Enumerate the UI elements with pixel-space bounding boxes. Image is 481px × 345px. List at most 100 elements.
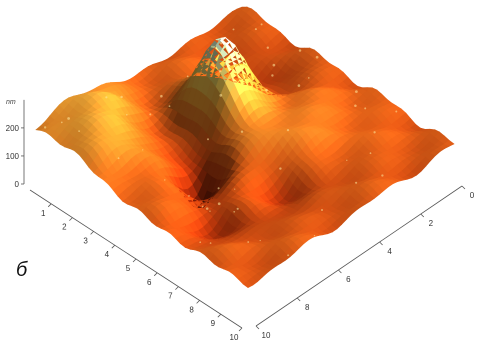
surface-speckle xyxy=(199,241,202,244)
x-tick-label: 6 xyxy=(147,278,152,287)
y-axis-tick xyxy=(338,269,342,274)
surface-speckle xyxy=(320,208,324,212)
surface-speckle xyxy=(240,130,244,133)
x-tick-label: 3 xyxy=(83,236,88,245)
surface-speckle xyxy=(105,96,108,99)
surface-speckle xyxy=(272,63,276,67)
x-tick-label: 7 xyxy=(168,292,173,301)
x-axis-tick xyxy=(90,231,94,235)
surface-speckle xyxy=(369,152,372,155)
surface-speckle xyxy=(60,121,63,124)
surface-speckle xyxy=(126,114,128,116)
surface-speckle xyxy=(254,28,257,31)
surface-speckle xyxy=(219,94,223,97)
x-axis-tick xyxy=(217,313,222,318)
y-tick-label: 10 xyxy=(262,331,271,340)
surface-speckle xyxy=(209,242,212,244)
surface-speckle xyxy=(160,94,163,98)
surface-speckle xyxy=(297,84,301,87)
surface-speckle xyxy=(207,138,209,141)
surface-speckle xyxy=(43,126,47,129)
y-axis-line xyxy=(255,185,463,327)
surface-speckle xyxy=(168,105,171,108)
surface-speckle xyxy=(188,195,190,197)
z-axis-unit: nm xyxy=(6,99,16,106)
surface-speckle xyxy=(236,207,239,210)
surface-speckle xyxy=(120,95,123,99)
surface-speckle xyxy=(313,235,316,237)
surface-speckle xyxy=(149,113,152,116)
surface-speckle xyxy=(220,42,223,45)
surface-speckle xyxy=(260,23,263,26)
surface-speckle xyxy=(218,70,222,73)
z-tick-label: 200 xyxy=(6,124,20,133)
surface-speckle xyxy=(164,179,166,181)
surface-speckle xyxy=(315,55,319,59)
panel-label: б xyxy=(16,259,28,281)
surface-speckle xyxy=(247,241,250,243)
x-axis-tick xyxy=(132,258,137,263)
surface-speckle xyxy=(265,88,268,92)
surface-speckle xyxy=(259,239,261,242)
y-tick-label: 6 xyxy=(346,275,351,284)
surface-speckle xyxy=(231,78,235,81)
z-tick-label: 100 xyxy=(6,152,20,161)
x-tick-label: 1 xyxy=(41,209,46,218)
surface-speckle xyxy=(117,157,120,160)
surface-speckle xyxy=(225,59,227,61)
x-tick-label: 8 xyxy=(189,305,194,314)
z-tick-label: 0 xyxy=(15,180,20,189)
x-axis-tick xyxy=(69,217,73,221)
y-axis-tick xyxy=(461,185,466,190)
x-tick-label: 10 xyxy=(230,333,239,340)
y-axis-tick xyxy=(255,325,260,330)
y-tick-label: 0 xyxy=(470,191,475,200)
x-axis-tick xyxy=(175,286,179,290)
x-tick-label: 5 xyxy=(126,264,131,273)
surface-speckle xyxy=(142,149,144,151)
surface-speckle xyxy=(205,207,209,210)
surface-speckle xyxy=(307,77,310,79)
y-tick-label: 8 xyxy=(305,303,310,312)
surface-speckle xyxy=(271,74,274,77)
x-axis-tick xyxy=(111,244,116,249)
surface-speckle xyxy=(232,28,235,31)
surface-speckle xyxy=(354,104,357,107)
surface-cell xyxy=(443,140,455,147)
surface-speckle xyxy=(286,128,290,132)
y-tick-label: 4 xyxy=(387,247,392,256)
surface-speckle xyxy=(395,110,398,113)
x-tick-label: 9 xyxy=(211,319,216,328)
surface-speckle xyxy=(234,188,236,190)
y-tick-label: 2 xyxy=(429,219,434,228)
surface-speckle xyxy=(381,174,384,177)
surface-speckle xyxy=(217,202,221,206)
surface-mesh xyxy=(35,6,455,289)
axes-group: 12345678910μm0246810μm0100200nm xyxy=(6,99,475,342)
y-axis-tick xyxy=(420,213,425,218)
surface-speckle xyxy=(364,107,367,110)
x-axis-tick xyxy=(196,300,200,304)
surface-speckle xyxy=(217,187,220,190)
surface-speckle xyxy=(242,56,244,58)
x-axis-tick xyxy=(47,203,52,208)
x-axis-tick xyxy=(238,327,243,332)
y-axis-tick xyxy=(379,241,383,246)
surface-speckle xyxy=(266,46,269,49)
x-tick-label: 2 xyxy=(62,223,67,232)
y-axis-tick xyxy=(296,297,301,302)
surface-speckle xyxy=(67,117,70,120)
x-tick-label: 4 xyxy=(105,250,110,259)
surface-speckle xyxy=(233,210,236,213)
surface-speckle xyxy=(279,167,282,170)
x-axis-tick xyxy=(153,272,158,277)
surface-speckle xyxy=(298,49,302,52)
surface-speckle xyxy=(186,75,189,78)
surface-speckle xyxy=(373,131,376,134)
surface-speckle xyxy=(209,210,211,212)
surface-speckle xyxy=(78,130,80,132)
surface-speckle xyxy=(287,254,290,257)
surface-speckle xyxy=(355,90,358,93)
